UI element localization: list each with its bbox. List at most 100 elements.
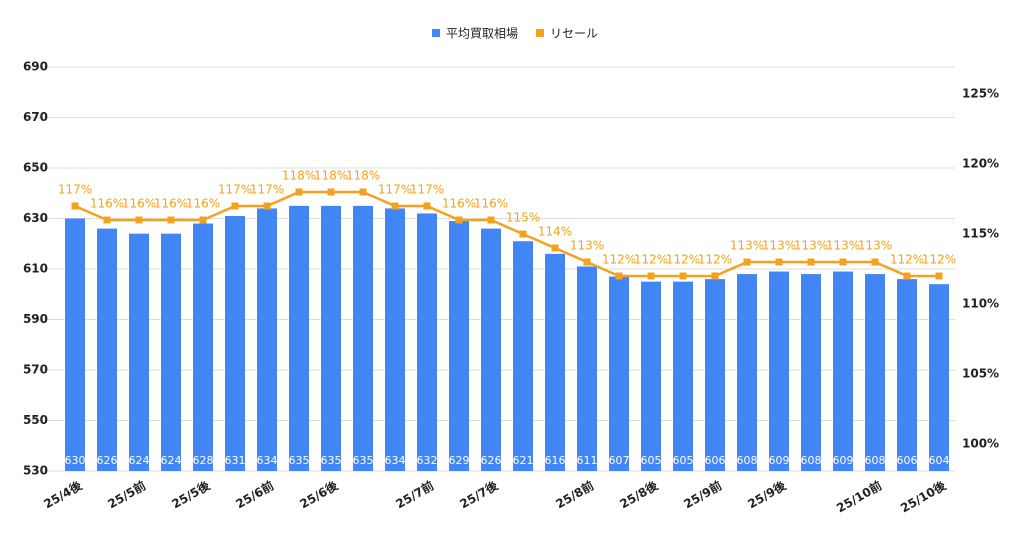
line-marker <box>743 258 751 266</box>
x-tick-label: 25/7前 <box>393 478 436 512</box>
bar <box>513 241 533 471</box>
x-tick-label: 25/10後 <box>898 477 949 515</box>
line-value-label: 113% <box>794 239 828 253</box>
line-value-label: 112% <box>602 252 636 266</box>
bar-value-label: 616 <box>545 454 566 467</box>
legend-swatch <box>536 29 545 37</box>
bar <box>545 253 565 471</box>
bar <box>449 221 469 471</box>
line-marker <box>679 272 687 280</box>
line-value-label: 116% <box>122 197 156 211</box>
line-marker <box>455 216 463 224</box>
line-value-label: 116% <box>154 197 188 211</box>
bar <box>65 218 85 471</box>
bar-value-label: 634 <box>257 454 278 467</box>
x-tick-label: 25/10前 <box>834 478 885 516</box>
line-value-label: 113% <box>762 239 796 253</box>
line-marker <box>583 258 591 266</box>
y2-tick-label: 110% <box>962 296 999 310</box>
bar <box>673 281 693 471</box>
line-marker <box>167 216 175 224</box>
bar-value-label: 605 <box>641 454 662 467</box>
y-tick-label: 570 <box>23 363 48 377</box>
line-marker <box>391 202 399 210</box>
y2-tick-label: 105% <box>962 366 999 380</box>
bar-value-label: 634 <box>385 454 406 467</box>
y-tick-label: 690 <box>23 60 48 74</box>
line-marker <box>839 258 847 266</box>
line-marker <box>775 258 783 266</box>
line-value-label: 112% <box>666 252 700 266</box>
line-marker <box>71 202 79 210</box>
bar <box>609 276 629 471</box>
bar <box>705 279 725 471</box>
bar-value-label: 608 <box>737 454 758 467</box>
y-tick-label: 550 <box>23 413 48 427</box>
line-value-label: 112% <box>698 252 732 266</box>
bar <box>129 233 149 471</box>
x-tick-label: 25/5後 <box>169 477 213 511</box>
bar <box>385 208 405 471</box>
bar-value-label: 632 <box>417 454 438 467</box>
x-tick-label: 25/8後 <box>617 477 661 511</box>
line-marker <box>807 258 815 266</box>
y2-tick-label: 115% <box>962 227 999 241</box>
bar <box>577 266 597 471</box>
bar <box>97 228 117 471</box>
bar-value-label: 609 <box>833 454 854 467</box>
line-marker <box>871 258 879 266</box>
bar <box>897 279 917 471</box>
bar-value-label: 635 <box>289 454 310 467</box>
bar-value-label: 621 <box>513 454 534 467</box>
bar <box>481 228 501 471</box>
bar-value-label: 608 <box>801 454 822 467</box>
line-value-label: 117% <box>250 183 284 197</box>
bar-value-label: 635 <box>321 454 342 467</box>
bar-value-label: 624 <box>161 454 182 467</box>
line-value-label: 116% <box>442 197 476 211</box>
bar <box>289 205 309 471</box>
line-marker <box>231 202 239 210</box>
line-marker <box>647 272 655 280</box>
line-marker <box>359 188 367 196</box>
bar <box>193 223 213 471</box>
x-tick-label: 25/5前 <box>105 478 148 512</box>
line <box>74 190 939 278</box>
line-marker <box>615 272 623 280</box>
line-value-label: 112% <box>922 252 956 266</box>
legend-swatch <box>432 29 440 37</box>
bar <box>257 208 277 471</box>
bar <box>801 274 821 471</box>
y-tick-label: 670 <box>23 110 48 124</box>
bar-value-label: 630 <box>65 454 86 467</box>
bar-value-label: 611 <box>577 454 598 467</box>
bar-value-label: 606 <box>897 454 918 467</box>
bar-value-label: 626 <box>97 454 118 467</box>
y2-tick-label: 125% <box>962 87 999 101</box>
x-tick-label: 25/8前 <box>553 478 596 512</box>
line-value-label: 114% <box>538 225 572 239</box>
bar <box>353 205 373 471</box>
line-value-label: 118% <box>282 169 316 183</box>
line-marker <box>935 272 943 280</box>
line-value-label: 113% <box>570 239 604 253</box>
x-tick-label: 25/6前 <box>233 478 276 512</box>
bar-value-label: 624 <box>129 454 150 467</box>
bar-value-label: 609 <box>769 454 790 467</box>
line-marker <box>903 272 911 280</box>
bar-value-label: 628 <box>193 454 214 467</box>
line-value-label: 118% <box>346 169 380 183</box>
line-marker <box>103 216 111 224</box>
bar-value-label: 605 <box>673 454 694 467</box>
line-marker <box>327 188 335 196</box>
bar <box>737 274 757 471</box>
bar-value-label: 629 <box>449 454 470 467</box>
x-tick-label: 25/9後 <box>745 477 789 511</box>
line-marker <box>135 216 143 224</box>
bar <box>321 205 341 471</box>
bar <box>929 284 949 471</box>
line-marker <box>199 216 207 224</box>
line-marker <box>487 216 495 224</box>
line-value-label: 117% <box>378 183 412 197</box>
